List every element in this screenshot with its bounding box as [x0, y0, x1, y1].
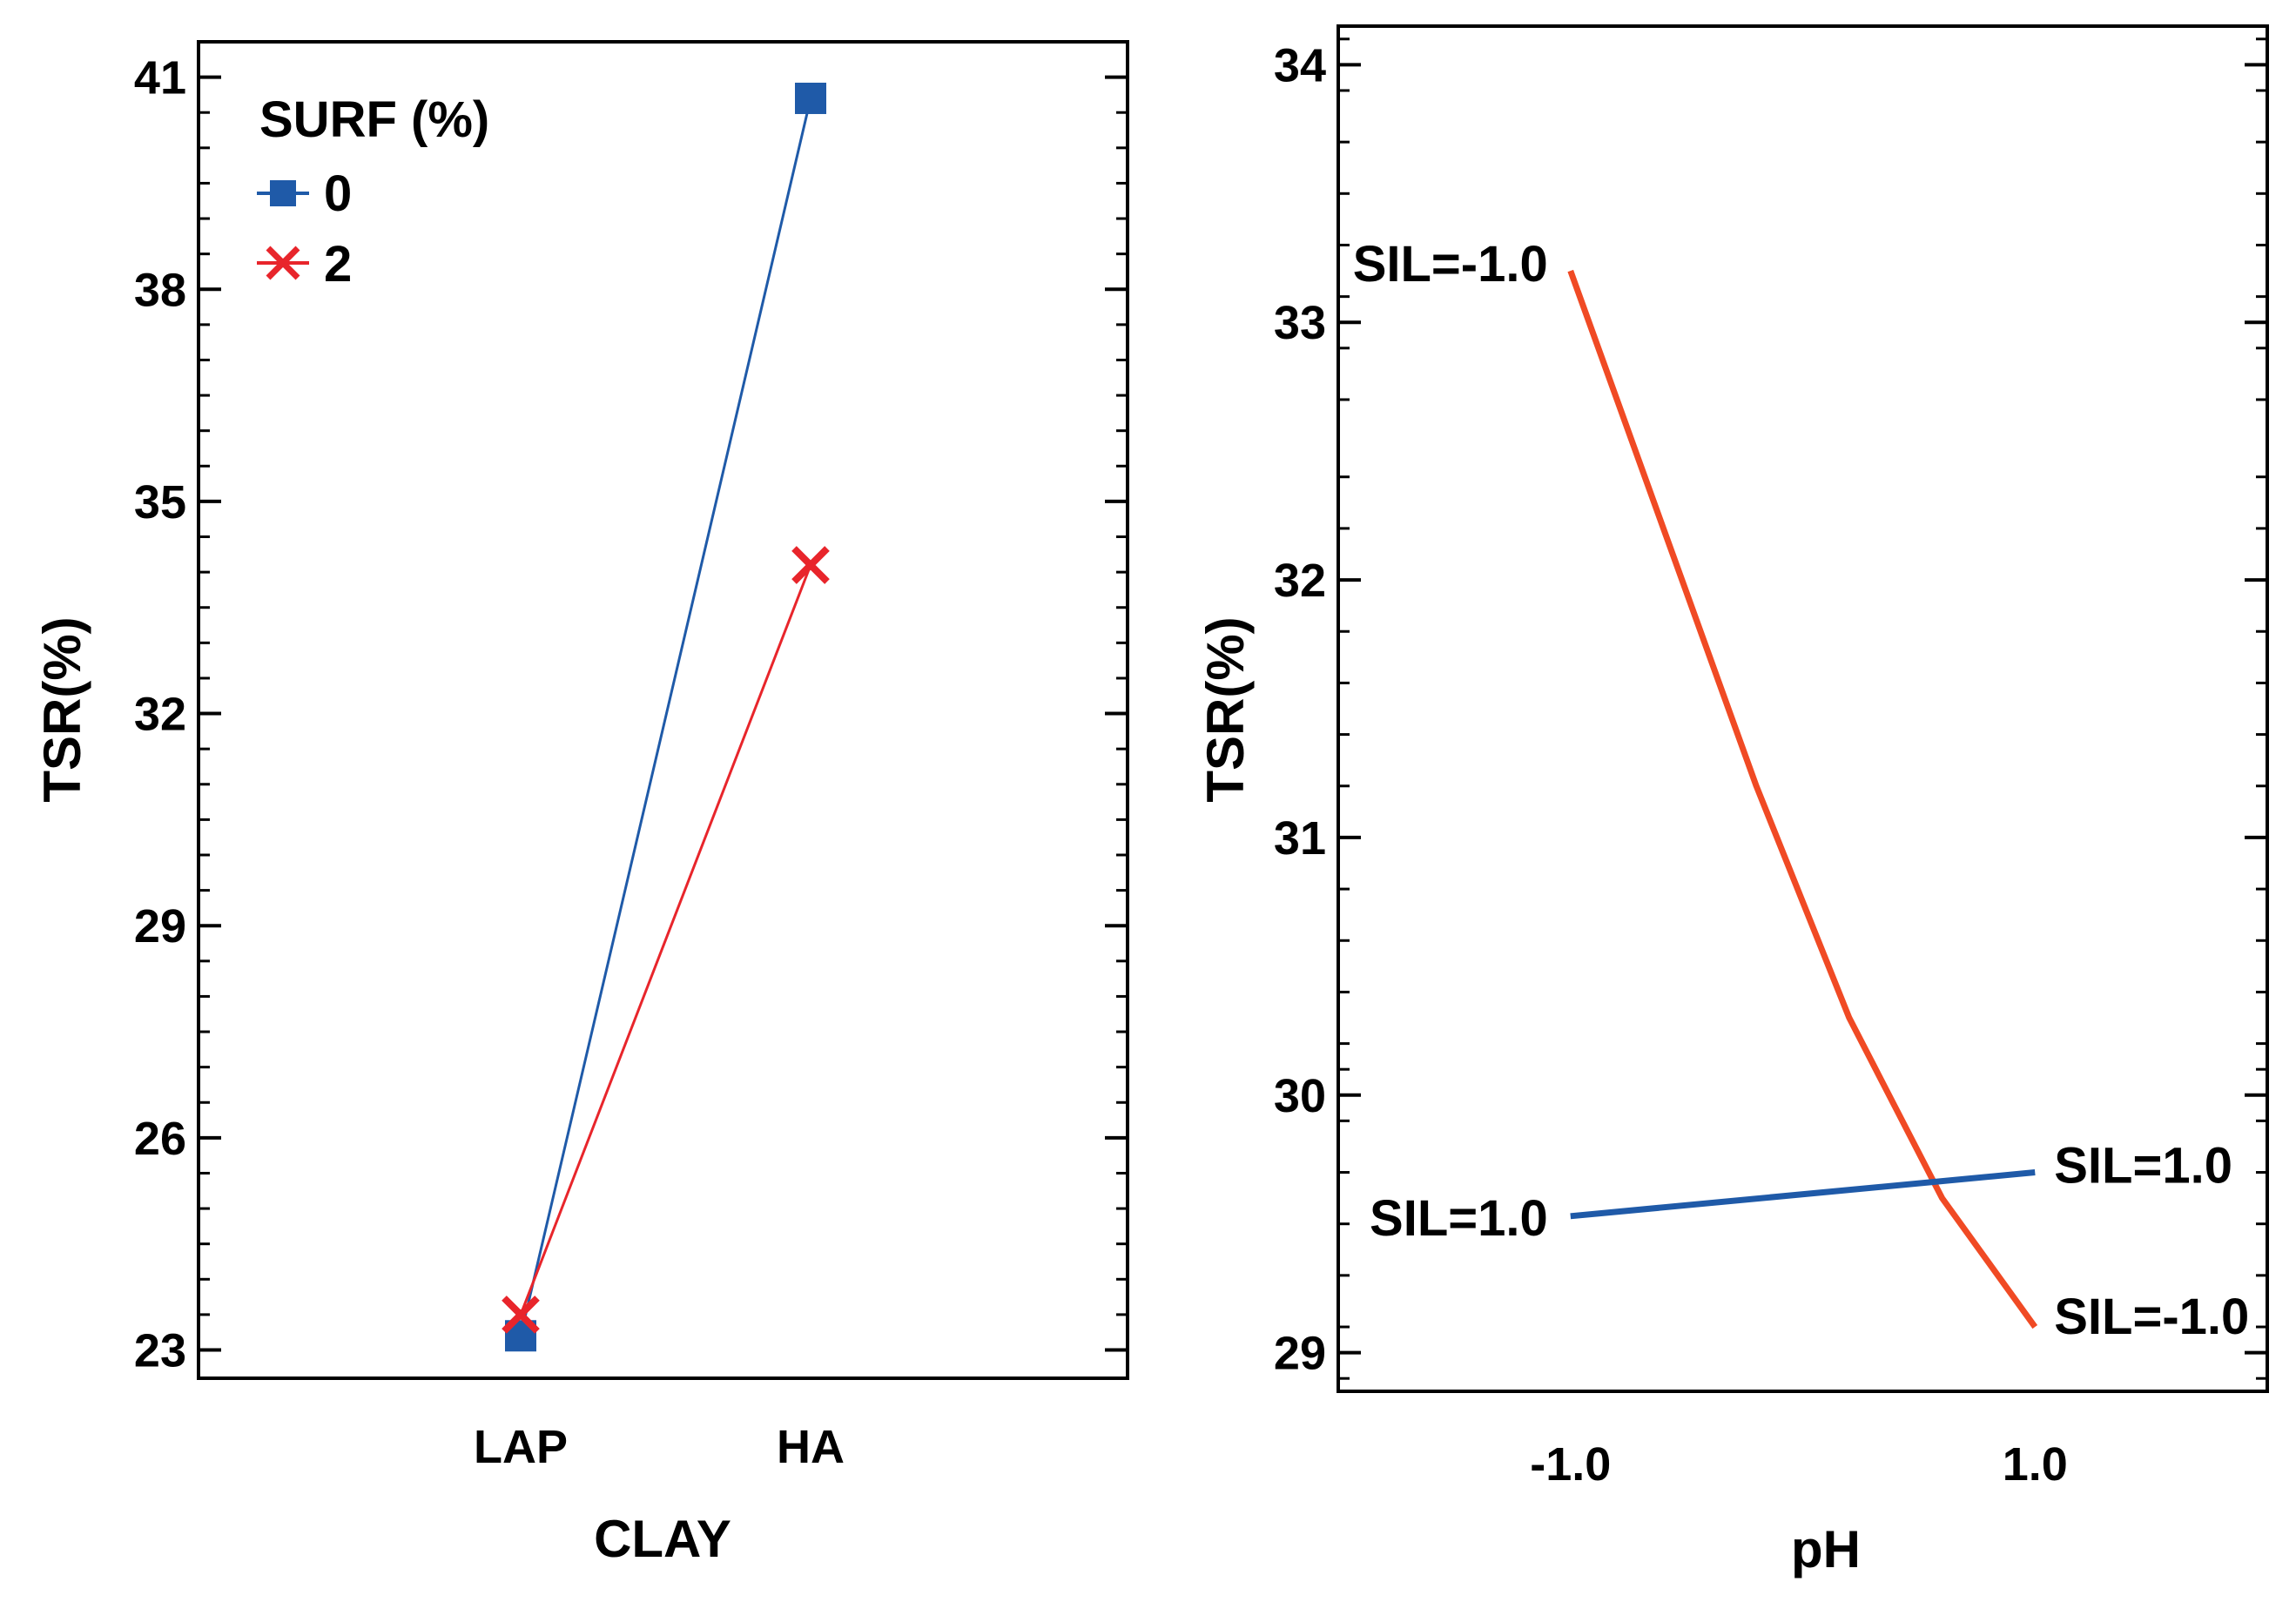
right-y-axis-title: TSR(%) — [1196, 616, 1255, 802]
right-axis-ticks: 29 30 31 32 33 34 -1.0 1.0 — [1274, 37, 2267, 1491]
left-y-tick-label: 32 — [134, 689, 186, 741]
right-x-tick-label: 1.0 — [2003, 1438, 2068, 1491]
right-series-start-label: SIL=-1.0 — [1353, 236, 1548, 293]
left-legend: SURF (%) 0 2 — [257, 91, 489, 293]
right-y-tick-label: 34 — [1274, 39, 1326, 91]
left-y-axis-title: TSR(%) — [33, 616, 91, 802]
left-x-tick-label: LAP — [474, 1421, 568, 1473]
left-plot-frame — [197, 40, 1129, 1380]
right-y-tick-label: 31 — [1274, 812, 1326, 865]
right-y-tick-label: 32 — [1274, 555, 1326, 607]
left-series-point-x — [502, 1296, 540, 1334]
right-series-start-label: SIL=1.0 — [1370, 1190, 1548, 1247]
left-y-tick-label: 35 — [134, 476, 186, 528]
legend-square-marker-icon — [270, 180, 296, 206]
left-y-tick-label: 23 — [134, 1325, 186, 1377]
left-series-marks — [502, 82, 830, 1352]
right-series-end-label: SIL=-1.0 — [2054, 1289, 2249, 1345]
right-plot-frame — [1337, 24, 2269, 1393]
left-x-axis-title: CLAY — [594, 1510, 731, 1568]
left-series-point-x — [791, 546, 830, 584]
left-chart-clay-interaction: 23 26 29 32 35 38 41 LAP HA SURF (%) 0 2 CLAY TS… — [33, 40, 1129, 1568]
right-series-lines: SIL=-1.0 SIL=-1.0 SIL=1.0 SIL=1.0 — [1353, 236, 2250, 1345]
left-y-tick-label: 29 — [134, 900, 186, 952]
legend-x-marker-icon — [266, 246, 300, 280]
left-series-line-0 — [519, 98, 812, 1336]
left-y-tick-label: 38 — [134, 264, 186, 316]
left-y-tick-label: 41 — [134, 52, 186, 104]
right-series-line-0 — [1567, 269, 2038, 1329]
legend-label-series-1: 2 — [324, 236, 352, 293]
right-series-end-label: SIL=1.0 — [2054, 1138, 2232, 1195]
right-x-tick-label: -1.0 — [1530, 1438, 1611, 1491]
left-y-tick-label: 26 — [134, 1113, 186, 1165]
left-x-tick-label: HA — [777, 1421, 845, 1473]
left-series-line-1 — [519, 564, 812, 1316]
left-y-ticks: 23 26 29 32 35 38 41 LAP HA — [134, 40, 1128, 1473]
legend-label-series-0: 0 — [324, 165, 352, 222]
right-series-line-1 — [1570, 1169, 2036, 1220]
right-y-tick-label: 29 — [1274, 1328, 1326, 1380]
right-y-tick-label: 30 — [1274, 1070, 1326, 1122]
right-y-tick-label: 33 — [1274, 297, 1326, 349]
right-x-axis-title: pH — [1791, 1520, 1861, 1578]
left-series-point-square — [795, 82, 826, 114]
legend-title: SURF (%) — [259, 91, 489, 148]
